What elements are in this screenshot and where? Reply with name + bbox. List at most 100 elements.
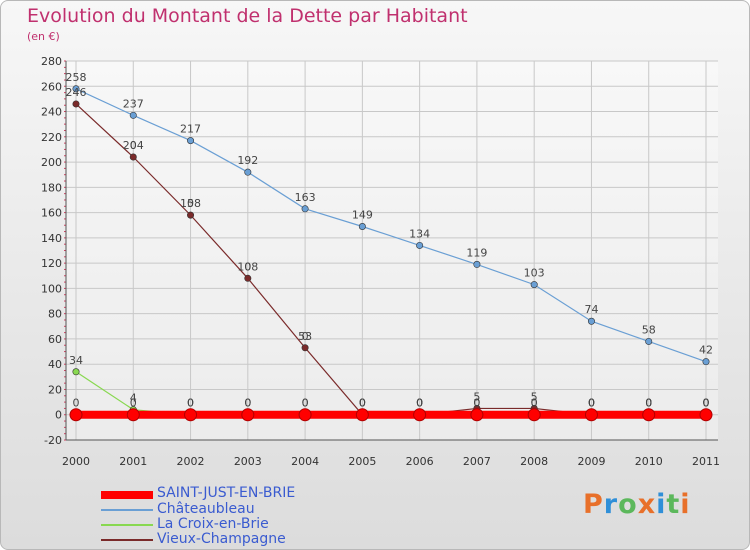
data-point-saint-just xyxy=(355,408,369,422)
y-tick-label: 280 xyxy=(41,55,62,68)
legend-swatch xyxy=(101,491,153,499)
logo-letter: t xyxy=(666,489,681,520)
data-point xyxy=(702,358,710,366)
data-label: 217 xyxy=(180,123,201,136)
data-point-saint-just xyxy=(184,408,198,422)
y-tick-label: 260 xyxy=(41,80,62,93)
x-tick-label: 2003 xyxy=(234,455,262,468)
data-point-saint-just xyxy=(126,408,140,422)
chart-subtitle: (en €) xyxy=(27,30,60,43)
data-point-saint-just xyxy=(241,408,255,422)
legend-swatch xyxy=(101,524,153,526)
data-point-saint-just xyxy=(642,408,656,422)
logo-letter: i xyxy=(656,489,667,520)
data-point xyxy=(530,281,538,289)
data-point xyxy=(301,344,309,352)
data-label: 0 xyxy=(130,397,137,410)
x-tick-label: 2009 xyxy=(577,455,605,468)
data-point-saint-just xyxy=(69,408,83,422)
data-label: 0 xyxy=(416,397,423,410)
data-label: 0 xyxy=(588,397,595,410)
data-point xyxy=(244,168,252,176)
y-tick-label: 180 xyxy=(41,181,62,194)
data-label: 5 xyxy=(473,390,480,403)
x-tick-label: 2007 xyxy=(463,455,491,468)
y-tick-label: -20 xyxy=(44,434,62,447)
data-point xyxy=(72,85,80,93)
legend-swatch xyxy=(101,509,153,511)
data-label: 149 xyxy=(352,208,373,221)
data-label: 0 xyxy=(531,397,538,410)
data-point xyxy=(587,317,595,325)
data-label: 0 xyxy=(187,197,194,210)
series-line-1 xyxy=(75,88,707,363)
logo-letter: o xyxy=(618,489,638,520)
data-point xyxy=(72,368,80,376)
y-tick-label: 240 xyxy=(41,106,62,119)
data-label: 0 xyxy=(244,260,251,273)
data-point xyxy=(187,211,195,219)
data-label: 0 xyxy=(416,397,423,410)
data-label: 163 xyxy=(295,191,316,204)
data-point-saint-just xyxy=(527,408,541,422)
data-point-saint-just xyxy=(699,408,713,422)
data-label: 0 xyxy=(703,397,710,410)
legend-swatch xyxy=(101,539,153,541)
data-point xyxy=(129,111,137,119)
data-point xyxy=(645,337,653,345)
data-label: 0 xyxy=(187,397,194,410)
data-point-saint-just xyxy=(470,408,484,422)
proxiti-logo: Proxiti xyxy=(583,489,691,520)
data-label: 53 xyxy=(298,330,312,343)
legend-label: Vieux-Champagne xyxy=(157,531,286,547)
logo-letter: x xyxy=(637,489,657,520)
data-label: 5 xyxy=(531,390,538,403)
data-label: 0 xyxy=(130,139,137,152)
y-tick-label: 60 xyxy=(48,333,62,346)
data-label: 0 xyxy=(73,397,80,410)
y-tick-label: 20 xyxy=(48,383,62,396)
data-point xyxy=(244,274,252,282)
data-point xyxy=(358,222,366,230)
logo-letter: P xyxy=(583,489,604,520)
y-tick-label: 80 xyxy=(48,308,62,321)
data-point xyxy=(473,260,481,268)
data-label: 0 xyxy=(473,397,480,410)
data-label: 0 xyxy=(645,397,652,410)
x-tick-label: 2004 xyxy=(291,455,319,468)
data-label: 192 xyxy=(237,154,258,167)
data-label: 103 xyxy=(524,267,545,280)
data-label: 42 xyxy=(699,344,713,357)
logo-letter: i xyxy=(680,489,691,520)
data-label: 0 xyxy=(359,397,366,410)
data-label: 0 xyxy=(416,397,423,410)
data-label: 0 xyxy=(302,397,309,410)
x-tick-label: 2000 xyxy=(62,455,90,468)
data-label: 0 xyxy=(645,397,652,410)
data-point xyxy=(301,205,309,213)
data-label: 4 xyxy=(130,392,137,405)
data-point-saint-just xyxy=(584,408,598,422)
y-tick-label: 220 xyxy=(41,131,62,144)
data-label: 58 xyxy=(642,323,656,336)
data-label: 0 xyxy=(703,397,710,410)
x-tick-label: 2001 xyxy=(119,455,147,468)
data-label: 0 xyxy=(359,397,366,410)
y-tick-label: 160 xyxy=(41,207,62,220)
legend-label: La Croix-en-Brie xyxy=(157,516,269,532)
y-tick-label: 200 xyxy=(41,156,62,169)
data-label: 237 xyxy=(123,97,144,110)
x-tick-label: 2002 xyxy=(177,455,205,468)
data-label: 204 xyxy=(123,139,144,152)
data-label: 134 xyxy=(409,227,430,240)
data-label: 0 xyxy=(359,397,366,410)
y-tick-label: 0 xyxy=(55,409,62,422)
legend-label: SAINT-JUST-EN-BRIE xyxy=(157,485,296,501)
data-label: 258 xyxy=(66,71,87,84)
plot-area xyxy=(66,61,718,440)
data-point xyxy=(187,137,195,145)
x-tick-label: 2006 xyxy=(406,455,434,468)
data-label: 158 xyxy=(180,197,201,210)
